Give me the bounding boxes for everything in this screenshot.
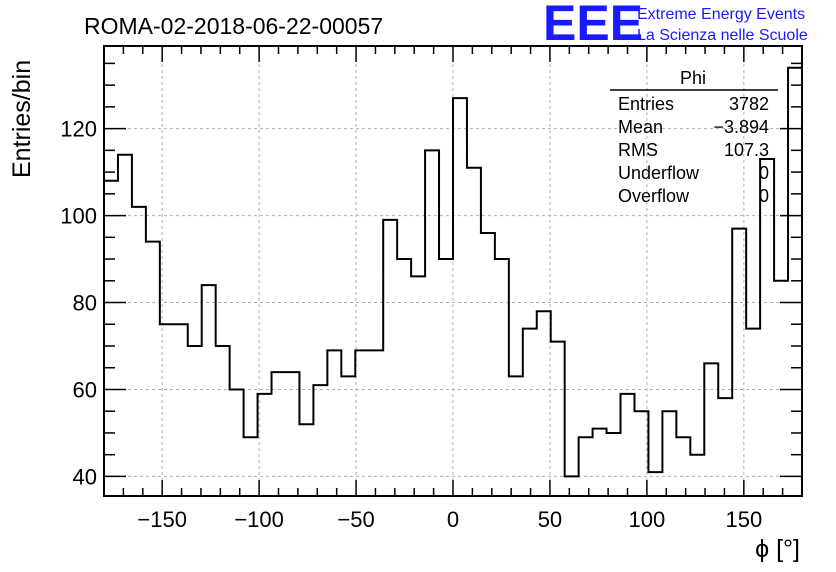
histogram-bin [258,394,272,496]
histogram-bin [397,259,411,496]
histogram-bin [160,324,174,496]
histogram-bin [648,472,662,496]
histogram-bin [467,168,481,496]
y-tick-label: 120 [60,117,97,142]
histogram-bin [579,437,593,496]
histogram-bin [565,476,579,496]
histogram-outline [104,66,802,478]
stats-title: Phi [680,68,706,88]
histogram-bin [481,233,495,496]
histogram-bin [746,329,760,496]
eee-logo: EEE Extreme Energy Events La Scienza nel… [543,0,808,51]
y-tick-label: 40 [73,464,97,489]
histogram-bin [355,350,369,496]
histogram-step-line [104,66,802,478]
histogram-bin [621,394,635,496]
x-tick-label: 100 [629,507,666,532]
x-tick-label: −50 [337,507,374,532]
histogram-bin [718,398,732,496]
eee-logo-line1: Extreme Energy Events [637,6,805,23]
x-tick-label: 150 [725,507,762,532]
stats-box: Phi Entries 3782 Mean −3.894 RMS 107.3 Underfl… [610,68,778,206]
histogram-bin [453,98,467,496]
histogram-bin [411,276,425,496]
stats-label: Entries [618,94,674,114]
histogram-bin [299,424,313,496]
x-tick-labels: −150 −100 −50 0 50 100 150 [137,507,762,532]
histogram-bin [774,281,788,496]
histogram-bin [118,155,132,496]
histogram-bin [495,259,509,496]
histogram-bin [439,259,453,496]
stats-label: Underflow [618,163,700,183]
histogram-bin [272,372,286,496]
y-tick-label: 100 [60,204,97,229]
histogram-bin [188,346,202,496]
x-tick-label: −150 [137,507,187,532]
eee-logo-line2: La Scienza nelle Scuole [637,27,808,44]
stats-value: 0 [759,163,769,183]
histogram-bin [132,207,146,496]
histogram-bin [341,376,355,496]
x-axis-title: ϕ [°] [755,535,800,563]
histogram-bin [676,437,690,496]
histogram-bin [313,385,327,496]
stats-label: RMS [618,140,658,160]
histogram-bin [285,372,299,496]
stats-value: 3782 [729,94,769,114]
histogram-bin [634,411,648,496]
run-title: ROMA-02-2018-06-22-00057 [84,13,383,39]
histogram-bin [104,181,118,496]
histogram-bin [230,389,244,496]
histogram-bin [383,220,397,496]
histogram-bin [146,242,160,496]
x-tick-label: −100 [234,507,284,532]
histogram-bin [327,350,341,496]
histogram-bin [551,342,565,496]
histogram-bin [607,433,621,496]
stats-value: 107.3 [724,140,769,160]
stats-label: Overflow [618,186,690,206]
histogram-bin [788,68,802,496]
histogram-bin [425,150,439,496]
x-tick-label: 50 [538,507,562,532]
histogram-bin [662,411,676,496]
histogram-bin [523,329,537,496]
histogram-bin [216,346,230,496]
stats-label: Mean [618,117,663,137]
y-tick-label: 60 [73,377,97,402]
y-tick-label: 80 [73,291,97,316]
histogram-bin [537,311,551,496]
histogram-bin [202,285,216,496]
histogram-bin [704,363,718,496]
y-axis-title: Entries/bin [8,60,36,178]
histogram-bin [760,159,774,496]
histogram-bin [369,350,383,496]
stats-rows: Entries 3782 Mean −3.894 RMS 107.3 Underflow 0 O… [618,94,769,206]
stats-value: −3.894 [713,117,769,137]
x-tick-label: 0 [447,507,459,532]
axis-ticks [103,46,803,496]
histogram-bin [593,429,607,496]
histogram-bin [732,229,746,496]
histogram-bin [174,324,188,496]
y-tick-labels: 40 60 80 100 120 [60,117,97,490]
eee-logo-mark: EEE [543,0,643,51]
stats-value: 0 [759,186,769,206]
histogram-bin [244,437,258,496]
histogram-bin [690,455,704,496]
histogram-bin [509,376,523,496]
